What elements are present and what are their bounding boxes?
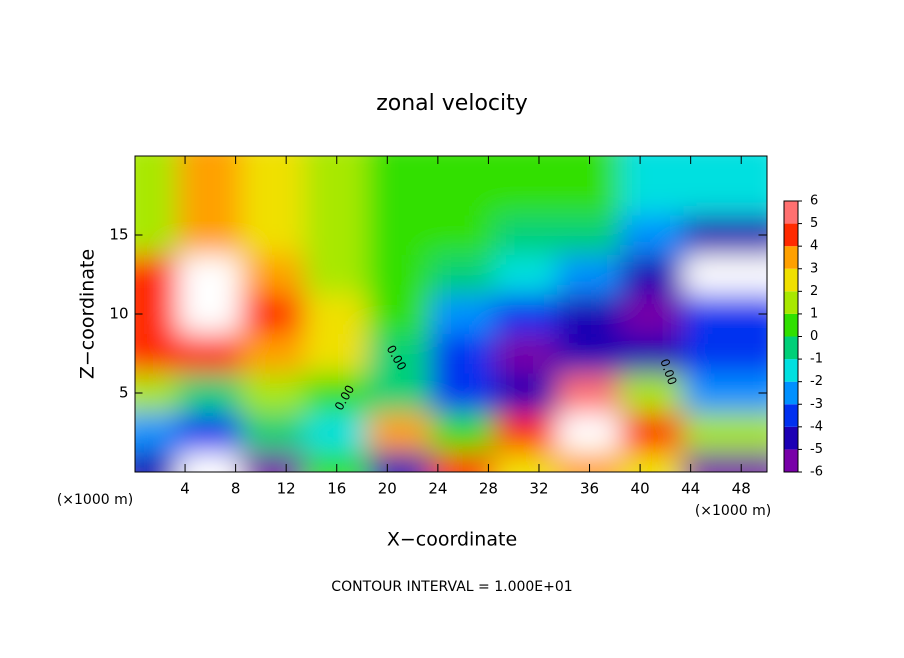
colorbar-label: 2 [810,284,818,299]
colorbar-swatch [784,426,798,450]
x-axis-label: X−coordinate [387,529,517,551]
y-tick-label: 5 [119,384,129,402]
colorbar-label: 5 [810,216,818,231]
x-tick-label: 20 [378,480,397,498]
colorbar-label: -6 [810,465,823,480]
colorbar-label: -4 [810,419,823,434]
x-tick-label: 44 [681,480,700,498]
colorbar-swatch [784,268,798,292]
colorbar-swatch [784,313,798,337]
colorbar-label: -1 [810,352,823,367]
heat-cell [683,156,767,216]
field-cells [135,156,767,472]
x-unit-label: (×1000 m) [695,503,771,519]
colorbar-label: -2 [810,374,823,389]
footnote: CONTOUR INTERVAL = 1.000E+01 [331,579,572,595]
colorbar-swatch [784,449,798,472]
x-tick-label: 12 [277,480,296,498]
field [135,156,767,472]
colorbar-label: -5 [810,442,823,457]
x-tick-label: 16 [327,480,346,498]
colorbar-swatch [784,381,798,405]
x-tick-label: 32 [529,480,548,498]
colorbar-swatch [784,336,798,360]
y-tick-label: 10 [109,305,128,323]
x-tick-label: 48 [732,480,751,498]
colorbar-label: 6 [810,194,818,209]
x-unit-label: (×1000 m) [57,492,133,508]
colorbar-swatch [784,223,798,247]
colorbar-label: 1 [810,306,818,321]
colorbar-swatch [784,291,798,314]
x-tick-label: 8 [231,480,241,498]
x-tick-label: 40 [631,480,650,498]
x-tick-label: 4 [180,480,190,498]
colorbar-label: 0 [810,329,818,344]
x-tick-label: 36 [580,480,599,498]
colorbar-swatch [784,359,798,382]
colorbar-label: 3 [810,261,818,276]
colorbar-swatch [784,404,798,427]
colorbar-swatch [784,201,798,224]
chart-title: zonal velocity [376,91,528,116]
colorbar-swatch [784,246,798,269]
y-tick-label: 15 [109,226,128,244]
y-axis-label: Z−coordinate [77,249,99,379]
colorbar-label: -3 [810,397,823,412]
x-tick-label: 28 [479,480,498,498]
x-tick-label: 24 [428,480,447,498]
colorbar-label: 4 [810,239,818,254]
